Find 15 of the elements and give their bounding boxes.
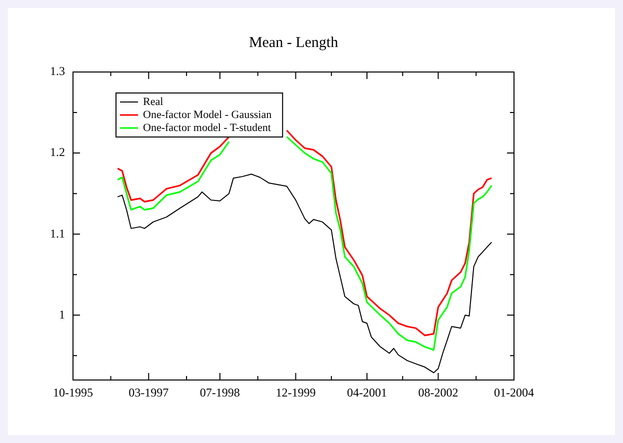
y-tick-label: 1.3 [50, 64, 65, 78]
legend-label: One-factor model - T-student [143, 122, 271, 134]
x-tick-label: 03-1997 [128, 385, 169, 400]
x-tick-label: 01-2004 [494, 385, 534, 400]
x-tick-label: 07-1998 [200, 385, 240, 400]
x-tick-label: 12-1999 [276, 385, 316, 400]
legend-label: One-factor Model - Gaussian [143, 108, 272, 121]
x-tick-label: 10-1995 [53, 385, 93, 400]
y-tick-label: 1 [59, 307, 65, 322]
x-tick-label: 04-2001 [346, 385, 387, 400]
y-tick-label: 1.2 [50, 145, 65, 160]
chart-title: Mean - Length [248, 35, 339, 51]
legend-label: Real [143, 96, 164, 108]
y-tick-label: 1.1 [50, 226, 65, 240]
x-tick-label: 08-2002 [418, 385, 458, 400]
